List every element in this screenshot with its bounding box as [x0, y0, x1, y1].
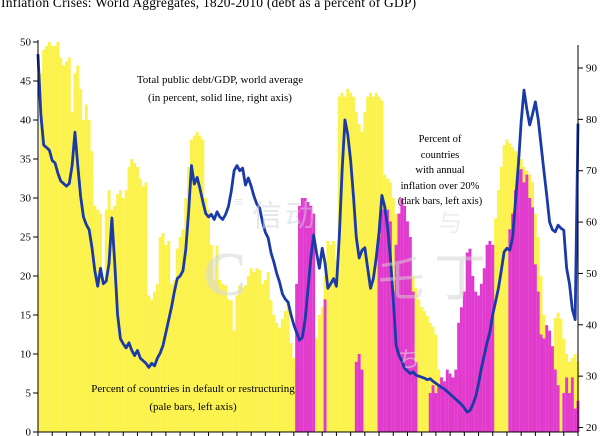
- right-axis-ticks: [578, 67, 583, 428]
- svg-text:90: 90: [586, 63, 598, 75]
- svg-text:70: 70: [586, 165, 598, 177]
- svg-text:50: 50: [20, 37, 32, 49]
- annotation-inflation-line-4: inflation over 20%: [400, 180, 480, 192]
- svg-text:50: 50: [586, 268, 598, 280]
- annotation-default-line-1: Percent of countries in default or restr…: [91, 383, 295, 395]
- svg-text:30: 30: [20, 193, 32, 205]
- annotation-debt-line: Total public debt/GDP, world average (in…: [129, 71, 311, 107]
- annotation-debt-line-2: (in percent, solid line, right axis): [148, 92, 292, 104]
- annotation-inflation-line-1: Percent of: [418, 134, 462, 145]
- svg-text:35: 35: [20, 154, 32, 166]
- left-axis-ticks: [33, 41, 38, 433]
- svg-text:15: 15: [20, 310, 32, 322]
- annotation-default-line-2: (pale bars, left axis): [149, 401, 237, 413]
- svg-text:20: 20: [20, 271, 32, 283]
- annotation-inflation-bars: Percent of countries with annual inflati…: [364, 132, 516, 210]
- left-axis-labels: 0 5 10 15 20 25 30 35 40 45 50: [20, 37, 32, 436]
- annotation-default-bars: Percent of countries in default or restr…: [62, 380, 324, 416]
- svg-text:30: 30: [586, 371, 598, 383]
- annotation-debt-line-1: Total public debt/GDP, world average: [136, 74, 304, 86]
- svg-text:20: 20: [586, 422, 598, 434]
- svg-text:45: 45: [20, 76, 32, 88]
- svg-text:60: 60: [586, 217, 598, 229]
- svg-text:40: 40: [20, 115, 32, 127]
- debt-line: [36, 53, 580, 414]
- chart-title: Inflation Crises: World Aggregates, 1820…: [1, 0, 417, 10]
- annotation-inflation-line-2: countries: [420, 149, 460, 161]
- svg-text:5: 5: [26, 388, 32, 400]
- annotation-inflation-line-3: with annual: [415, 165, 465, 177]
- annotation-inflation-line-5: (dark bars, left axis): [397, 196, 483, 208]
- svg-text:10: 10: [20, 349, 32, 361]
- right-axis-labels: 20 30 40 50 60 70 80 90: [586, 63, 598, 435]
- x-axis-ticks: [37, 432, 579, 436]
- svg-text:25: 25: [20, 232, 32, 244]
- svg-text:0: 0: [26, 427, 32, 436]
- svg-text:80: 80: [586, 114, 598, 126]
- svg-text:40: 40: [586, 319, 598, 331]
